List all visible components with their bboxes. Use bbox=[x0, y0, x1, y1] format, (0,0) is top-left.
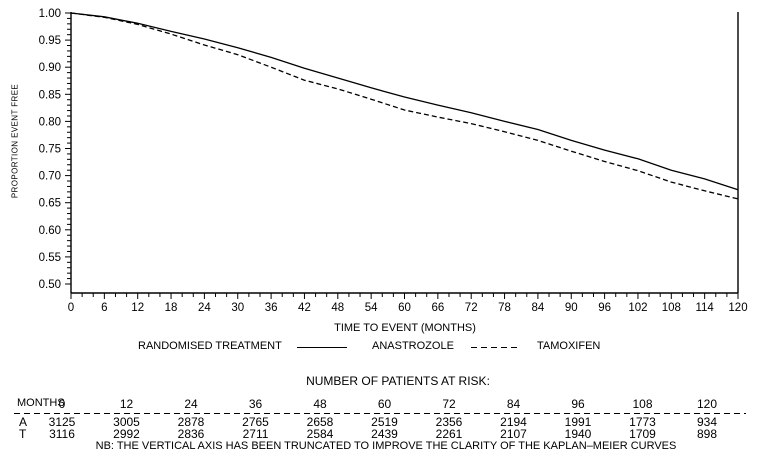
y-tick-label: 0.95 bbox=[39, 35, 61, 47]
y-tick-label: 0.75 bbox=[39, 144, 61, 156]
y-tick-label: 0.50 bbox=[39, 279, 61, 291]
risk-value: 2878 bbox=[177, 415, 205, 429]
risk-value: 2107 bbox=[500, 427, 527, 441]
x-axis-title: TIME TO EVENT (MONTHS) bbox=[334, 322, 476, 334]
risk-value: 3116 bbox=[49, 427, 75, 441]
y-tick-label: 0.65 bbox=[39, 198, 61, 210]
risk-month: 108 bbox=[632, 397, 653, 411]
risk-table-separator bbox=[14, 413, 746, 415]
risk-value: 2836 bbox=[177, 427, 205, 441]
y-tick-label: 0.90 bbox=[39, 62, 61, 74]
km-curve-anastrozole bbox=[70, 12, 739, 191]
legend-title: RANDOMISED TREATMENT bbox=[138, 340, 282, 352]
risk-table-title: NUMBER OF PATIENTS AT RISK: bbox=[306, 374, 490, 388]
risk-month: 60 bbox=[377, 397, 392, 411]
risk-value: 2711 bbox=[242, 427, 269, 441]
legend-dashed-line-sample bbox=[471, 347, 521, 349]
x-tick-label: 60 bbox=[398, 302, 411, 314]
x-tick-label: 24 bbox=[198, 302, 211, 314]
x-tick-label: 78 bbox=[498, 302, 511, 314]
risk-value: 2765 bbox=[242, 415, 269, 429]
y-tick-label: 1.00 bbox=[39, 8, 61, 20]
y-tick-label: 0.55 bbox=[39, 252, 61, 264]
risk-value: 898 bbox=[696, 427, 718, 441]
risk-month: 96 bbox=[571, 397, 585, 411]
y-tick-label: 0.60 bbox=[39, 225, 61, 237]
risk-value: 1709 bbox=[629, 427, 656, 441]
risk-month: 24 bbox=[184, 397, 198, 411]
x-tick-label: 120 bbox=[728, 302, 747, 314]
x-tick-label: 114 bbox=[695, 302, 714, 314]
risk-value: 3125 bbox=[48, 415, 76, 429]
risk-month: 48 bbox=[313, 397, 327, 411]
x-tick-label: 0 bbox=[68, 302, 74, 314]
risk-month: 36 bbox=[248, 397, 263, 411]
y-tick-label: 0.70 bbox=[39, 171, 61, 183]
risk-value: 934 bbox=[696, 415, 718, 429]
x-tick-label: 42 bbox=[298, 302, 311, 314]
risk-value: 2261 bbox=[435, 427, 463, 441]
risk-value: 1991 bbox=[564, 415, 592, 429]
x-tick-label: 108 bbox=[662, 302, 681, 314]
x-tick-label: 102 bbox=[628, 302, 647, 314]
x-tick-label: 54 bbox=[365, 302, 378, 314]
y-tick-label: 0.80 bbox=[39, 116, 61, 128]
risk-value: 1773 bbox=[629, 415, 656, 429]
risk-value: 2992 bbox=[113, 427, 140, 441]
x-tick-label: 48 bbox=[331, 302, 344, 314]
x-tick-label: 84 bbox=[532, 302, 545, 314]
y-axis-title: PROPORTION EVENT FREE bbox=[10, 83, 20, 199]
risk-month: 0 bbox=[58, 397, 66, 411]
truncation-note: NB: THE VERTICAL AXIS HAS BEEN TRUNCATED… bbox=[95, 440, 677, 452]
legend-label-tamoxifen: TAMOXIFEN bbox=[537, 340, 601, 352]
x-tick-label: 18 bbox=[165, 302, 178, 314]
risk-value: 2584 bbox=[306, 427, 334, 441]
risk-value: 1940 bbox=[564, 427, 592, 441]
km-curve-tamoxifen bbox=[70, 12, 739, 200]
risk-row-label-anastrozole: A bbox=[19, 415, 28, 429]
risk-value: 2194 bbox=[500, 415, 527, 429]
x-tick-label: 30 bbox=[231, 302, 244, 314]
legend-solid-line-sample bbox=[297, 347, 347, 349]
risk-value: 3005 bbox=[113, 415, 140, 429]
x-tick-label: 90 bbox=[565, 302, 578, 314]
x-tick-label: 66 bbox=[431, 302, 444, 314]
x-tick-label: 6 bbox=[101, 302, 107, 314]
risk-value: 2439 bbox=[371, 427, 398, 441]
risk-value: 2356 bbox=[435, 415, 463, 429]
risk-month: 84 bbox=[506, 397, 521, 411]
risk-value: 2658 bbox=[306, 415, 334, 429]
y-tick-label: 0.85 bbox=[39, 89, 61, 101]
risk-month: 120 bbox=[696, 397, 718, 411]
x-tick-label: 72 bbox=[465, 302, 478, 314]
legend-label-anastrozole: ANASTROZOLE bbox=[372, 340, 454, 352]
x-tick-label: 96 bbox=[598, 302, 611, 314]
risk-months-label: MONTHS bbox=[17, 397, 65, 409]
risk-month: 72 bbox=[442, 397, 456, 411]
x-tick-label: 36 bbox=[265, 302, 278, 314]
risk-row-label-tamoxifen: T bbox=[19, 427, 27, 441]
x-tick-label: 12 bbox=[131, 302, 144, 314]
risk-value: 2519 bbox=[371, 415, 398, 429]
risk-month: 12 bbox=[119, 397, 134, 411]
